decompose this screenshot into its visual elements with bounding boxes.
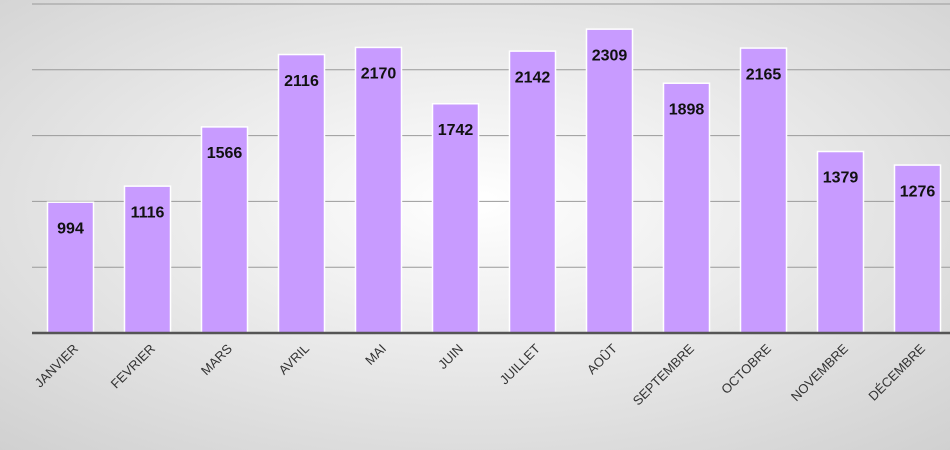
bar [739, 47, 788, 334]
bar [277, 53, 326, 334]
bar [508, 50, 557, 334]
data-label: 2165 [746, 66, 782, 83]
bar [585, 28, 634, 334]
bar [893, 164, 942, 334]
data-label: 994 [57, 220, 84, 237]
data-label: 1379 [823, 170, 859, 187]
data-label: 1276 [900, 183, 936, 200]
data-label: 2309 [592, 47, 628, 64]
data-label: 2116 [284, 73, 319, 90]
data-label: 1566 [207, 145, 243, 162]
data-label: 2170 [361, 66, 397, 83]
data-label: 1742 [438, 122, 474, 139]
data-label: 1898 [669, 101, 705, 118]
data-label: 2142 [515, 69, 551, 86]
bar [662, 82, 711, 334]
bar [46, 201, 95, 334]
bar [354, 46, 403, 334]
data-label: 1116 [131, 204, 165, 221]
